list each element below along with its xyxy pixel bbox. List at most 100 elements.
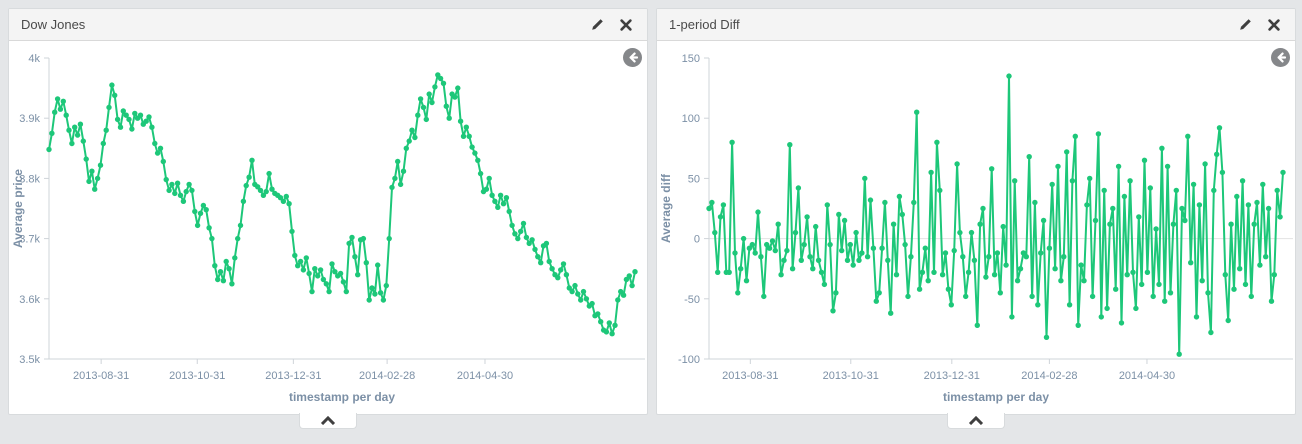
data-point [343,288,349,295]
data-point [560,261,567,267]
data-point [235,235,241,242]
data-point [217,269,224,275]
data-point [1214,151,1220,157]
data-point [841,217,848,224]
data-point [60,98,66,104]
data-point [483,186,490,192]
data-point [905,293,911,300]
data-point [106,104,112,111]
data-point [1162,298,1168,304]
data-point [386,235,392,242]
pencil-icon[interactable] [590,18,604,32]
data-point [983,274,989,280]
history-back-button[interactable] [1271,48,1290,67]
data-point [440,80,447,86]
data-point [1176,351,1182,357]
data-point [306,270,312,277]
data-point [989,166,995,172]
data-point [243,182,249,189]
dow-jones-line-chart[interactable]: 4k 3.9k 3.8k 3.7k 3.6k 3.5k 2013-08-31 2013-10-… [9,41,645,413]
data-point [529,237,535,243]
data-point [423,116,429,123]
data-point [409,127,415,133]
data-point [177,192,184,198]
data-point [945,286,952,292]
x-axis-title: timestamp per day [289,390,395,404]
data-point [870,245,877,251]
data-point [206,225,212,231]
x-tick-label: 2013-12-31 [924,370,980,382]
data-point [1121,193,1128,200]
data-point [266,170,272,177]
data-point [477,170,484,177]
data-point [329,261,335,267]
data-point [712,229,718,236]
data-point [882,199,888,206]
data-point [810,266,816,272]
data-point [1234,193,1240,200]
data-point [1124,272,1130,278]
data-point [295,263,301,269]
data-point [1115,163,1122,170]
data-point [289,228,295,235]
data-point [446,115,452,121]
data-point [192,208,198,215]
data-point [1104,305,1110,312]
data-point [69,140,75,147]
data-point [888,310,894,316]
pencil-icon[interactable] [1238,18,1252,32]
data-point [546,258,552,265]
data-point [1185,133,1191,139]
data-point [948,302,954,308]
data-point [246,174,252,180]
data-point [902,241,908,248]
data-point [543,240,550,247]
data-point [746,245,753,251]
history-back-button[interactable] [623,48,642,67]
data-point [954,161,960,167]
data-point [830,308,836,314]
data-point [890,221,897,227]
data-point [1190,181,1197,188]
data-point [738,266,744,272]
data-point [813,223,819,230]
data-point [232,255,238,261]
data-point [437,75,444,82]
data-point [323,281,329,287]
data-point [49,130,55,136]
data-point [578,297,584,303]
y-tick-label: -50 [684,294,700,306]
x-tick-label: 2013-12-31 [265,370,321,382]
x-tick-label: 2013-10-31 [169,370,225,382]
data-point [1219,169,1226,176]
data-point [312,266,318,272]
data-point [129,126,135,132]
data-point [500,201,507,207]
data-point [549,266,555,272]
data-point [821,281,828,288]
data-point [939,272,946,278]
close-icon[interactable] [619,18,633,32]
chart-panel-body: 150 100 50 0 -50 -100 2013-08-31 2013-10-31 2013… [657,41,1295,415]
y-tick-label: 3.9k [19,113,40,125]
data-point [360,235,367,242]
data-point [606,320,612,326]
data-point [340,279,347,285]
collapse-row-button[interactable] [299,413,357,429]
close-icon[interactable] [1267,18,1281,32]
data-point [109,82,115,88]
data-point [420,104,427,111]
collapse-row-button[interactable] [947,413,1005,429]
data-point [1265,205,1272,212]
data-point [63,112,69,118]
series-line [708,75,1284,356]
data-point [355,272,361,278]
one-period-diff-line-chart[interactable]: 150 100 50 0 -50 -100 2013-08-31 2013-10-31 2013… [657,41,1293,413]
data-point [120,108,127,114]
data-point [326,288,332,295]
data-point [229,281,235,287]
data-point [850,262,856,268]
data-point [460,133,467,139]
data-point [46,146,52,153]
y-axis-title: Average diff [659,173,673,243]
